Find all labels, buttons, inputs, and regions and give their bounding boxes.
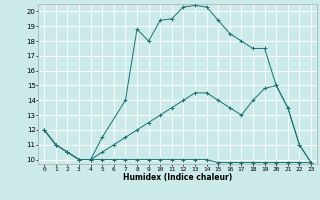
X-axis label: Humidex (Indice chaleur): Humidex (Indice chaleur)	[123, 173, 232, 182]
